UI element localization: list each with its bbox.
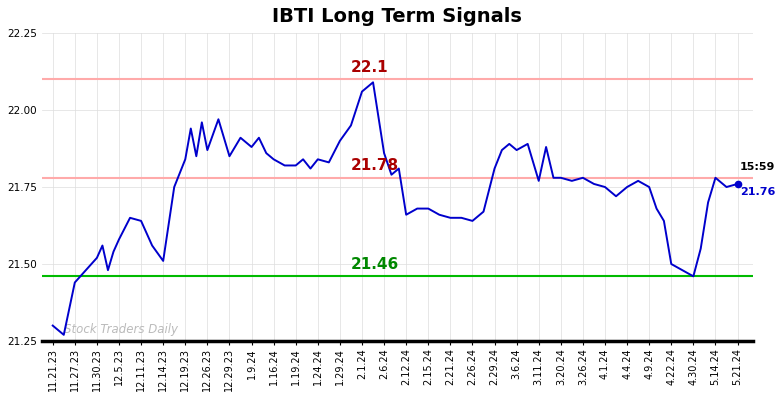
Text: 15:59: 15:59 — [740, 162, 775, 172]
Text: 21.78: 21.78 — [351, 158, 399, 173]
Text: 21.76: 21.76 — [740, 187, 775, 197]
Text: Stock Traders Daily: Stock Traders Daily — [64, 323, 178, 336]
Text: 22.1: 22.1 — [351, 60, 389, 74]
Text: 21.46: 21.46 — [351, 257, 399, 271]
Title: IBTI Long Term Signals: IBTI Long Term Signals — [272, 7, 522, 26]
